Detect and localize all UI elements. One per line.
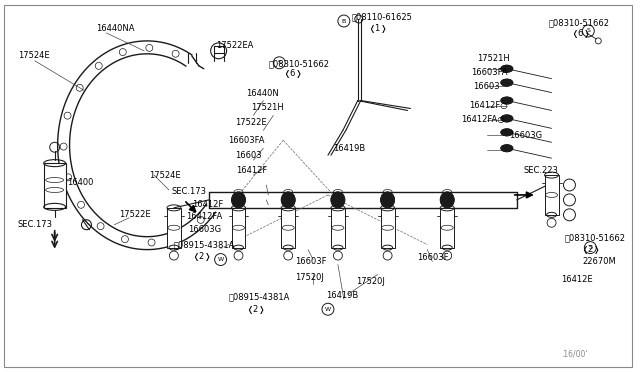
Text: W: W <box>325 307 331 312</box>
Text: B: B <box>342 19 346 23</box>
Text: Ⓦ08915-4381A: Ⓦ08915-4381A <box>228 293 290 302</box>
Text: 16603: 16603 <box>236 151 262 160</box>
Text: ❬6❭: ❬6❭ <box>284 69 303 78</box>
Text: 17524E: 17524E <box>149 171 180 180</box>
Text: 16412FA: 16412FA <box>186 212 222 221</box>
Ellipse shape <box>232 192 246 208</box>
Text: ❬2❭: ❬2❭ <box>192 252 211 261</box>
Bar <box>440 208 454 248</box>
Ellipse shape <box>331 192 345 208</box>
Text: 16412F: 16412F <box>237 166 268 174</box>
Text: 16412F: 16412F <box>192 201 223 209</box>
Text: 16603F: 16603F <box>295 257 326 266</box>
Text: 17524E: 17524E <box>18 51 49 60</box>
Text: 16603F: 16603F <box>417 253 449 262</box>
Text: 16440N: 16440N <box>246 89 279 98</box>
Text: .16/00': .16/00' <box>561 349 588 359</box>
Text: 16412FA○: 16412FA○ <box>461 115 504 124</box>
Text: 16419B: 16419B <box>333 144 365 153</box>
Text: SEC.173: SEC.173 <box>172 187 207 196</box>
Text: ❬2❭: ❬2❭ <box>581 245 600 254</box>
Text: W: W <box>218 257 224 262</box>
Text: S: S <box>277 60 281 65</box>
Text: 16419B: 16419B <box>326 291 358 300</box>
Ellipse shape <box>501 115 513 122</box>
Ellipse shape <box>440 192 454 208</box>
Text: S: S <box>588 245 592 250</box>
Text: ❬1❭: ❬1❭ <box>368 25 387 33</box>
Ellipse shape <box>281 192 295 208</box>
Ellipse shape <box>501 145 513 152</box>
Bar <box>167 208 181 248</box>
Text: S: S <box>586 29 590 33</box>
Bar <box>281 208 295 248</box>
Bar <box>44 163 65 208</box>
Text: 17522E: 17522E <box>119 210 151 219</box>
Text: 17520J: 17520J <box>295 273 324 282</box>
Text: 16412F○: 16412F○ <box>469 101 508 110</box>
Text: SEC.173: SEC.173 <box>18 220 53 229</box>
Text: SEC.223: SEC.223 <box>524 166 559 174</box>
Text: Ⓦ08915-4381A: Ⓦ08915-4381A <box>174 240 236 249</box>
Text: 16603FA: 16603FA <box>471 68 508 77</box>
Text: 16440NA: 16440NA <box>97 25 135 33</box>
Text: 16603: 16603 <box>473 82 500 91</box>
Text: ❬2❭: ❬2❭ <box>246 305 266 314</box>
Ellipse shape <box>501 79 513 86</box>
Text: Ⓝ08310-51662: Ⓝ08310-51662 <box>564 233 625 242</box>
Text: 17521H: 17521H <box>252 103 284 112</box>
Text: ⒲08110-61625: ⒲08110-61625 <box>352 13 413 22</box>
Text: ❬6❭: ❬6❭ <box>572 29 591 38</box>
Ellipse shape <box>501 65 513 72</box>
Bar <box>545 175 559 215</box>
Bar <box>331 208 345 248</box>
Ellipse shape <box>501 97 513 104</box>
Text: 16603G: 16603G <box>509 131 542 140</box>
Text: 22670M: 22670M <box>582 257 616 266</box>
Bar <box>232 208 246 248</box>
Ellipse shape <box>501 129 513 136</box>
Text: 16603FA: 16603FA <box>228 136 265 145</box>
Text: 17520J: 17520J <box>356 277 385 286</box>
Text: 17522EA: 17522EA <box>216 41 253 50</box>
Text: 17522E: 17522E <box>236 118 267 127</box>
Text: 17521H: 17521H <box>477 54 510 63</box>
Ellipse shape <box>381 192 394 208</box>
Bar <box>381 208 394 248</box>
Text: Ⓝ08310-51662: Ⓝ08310-51662 <box>548 19 609 28</box>
Text: 16412E: 16412E <box>561 275 593 284</box>
Text: Ⓝ08310-51662: Ⓝ08310-51662 <box>268 59 330 68</box>
Text: 16400: 16400 <box>68 177 94 186</box>
Text: 16603G: 16603G <box>188 225 221 234</box>
